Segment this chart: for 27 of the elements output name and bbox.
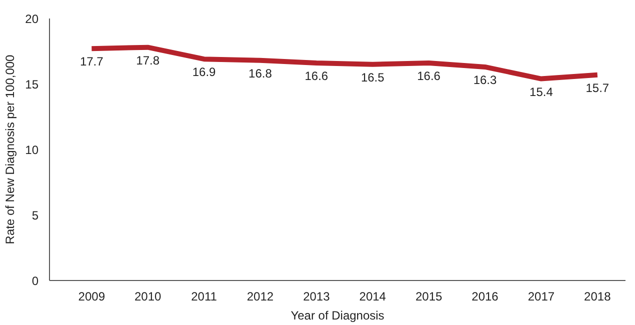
y-tick-label: 5 bbox=[32, 208, 39, 222]
x-tick-label: 2017 bbox=[528, 290, 555, 304]
y-tick-label: 15 bbox=[25, 78, 39, 92]
data-label: 16.9 bbox=[192, 65, 216, 80]
data-label: 16.3 bbox=[473, 72, 498, 87]
y-tick-label: 10 bbox=[25, 143, 39, 157]
data-label: 16.5 bbox=[360, 70, 385, 84]
y-tick-label: 0 bbox=[32, 274, 39, 288]
x-tick-label: 2014 bbox=[359, 290, 386, 304]
x-tick-label: 2015 bbox=[415, 290, 442, 304]
x-tick-label: 2010 bbox=[134, 290, 162, 304]
y-tick-label: 20 bbox=[25, 12, 39, 26]
data-label: 16.6 bbox=[417, 69, 441, 84]
data-label: 15.4 bbox=[530, 84, 554, 99]
x-tick-label: 2016 bbox=[472, 290, 499, 304]
x-tick-label: 2012 bbox=[246, 290, 274, 304]
x-tick-label: 2018 bbox=[584, 290, 612, 304]
data-label: 15.7 bbox=[586, 80, 610, 95]
x-tick-label: 2013 bbox=[303, 290, 330, 304]
x-tick-label: 2009 bbox=[78, 290, 106, 304]
data-label: 17.7 bbox=[80, 54, 104, 69]
data-label: 16.6 bbox=[304, 69, 328, 84]
data-label: 17.8 bbox=[136, 53, 160, 68]
x-tick-label: 2011 bbox=[191, 290, 218, 304]
x-axis-title: Year of Diagnosis bbox=[290, 308, 384, 322]
data-label: 16.8 bbox=[248, 66, 272, 80]
y-axis-title: Rate of New Diagnosis per 100,000 bbox=[3, 54, 18, 244]
